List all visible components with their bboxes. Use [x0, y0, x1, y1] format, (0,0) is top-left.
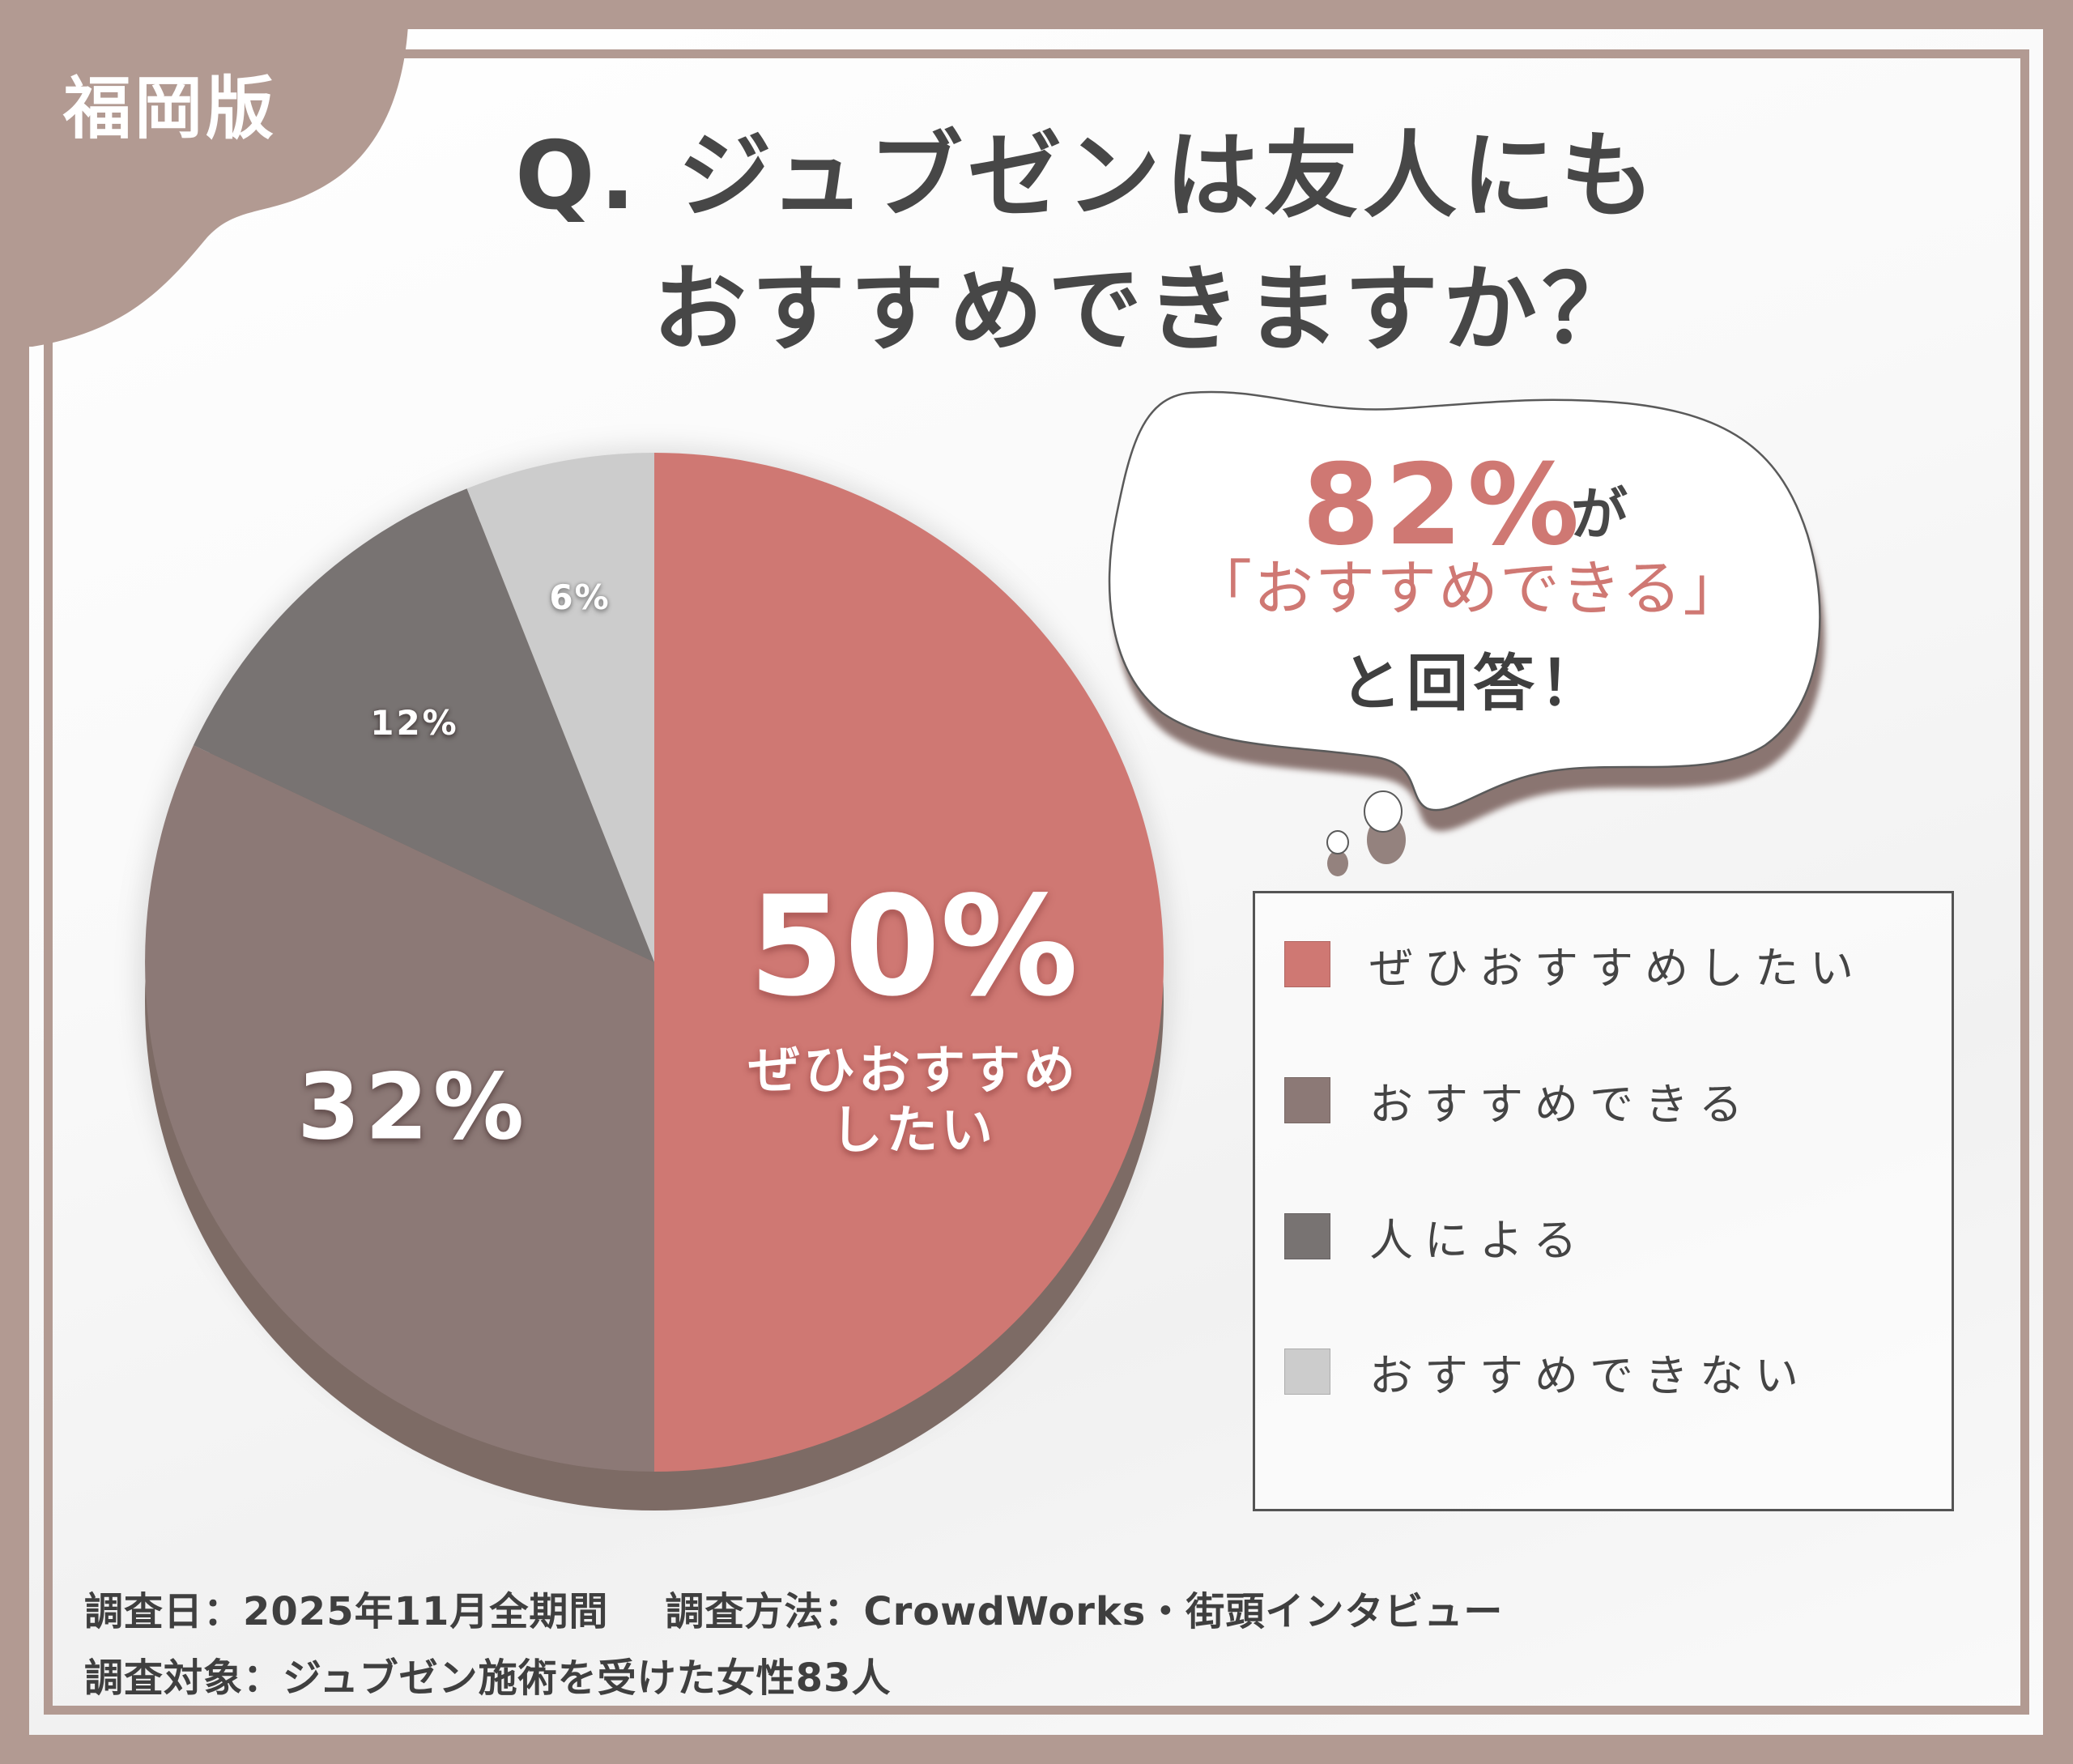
callout-percent: 82% [1302, 440, 1585, 570]
legend-item-depends: 人による [1284, 1212, 1588, 1266]
survey-date: 調査日：2025年11月全期間 [84, 1589, 609, 1634]
survey-target: 調査対象：ジュブゼン施術を受けた女性83人 [84, 1655, 892, 1701]
legend-swatch-salmon [1284, 940, 1330, 987]
callout-quote: 「おすすめできる」 [1192, 554, 1745, 624]
legend-swatch-mauve [1284, 1076, 1330, 1123]
slice-value-32: 32% [296, 1055, 530, 1161]
slice-name-line2: したい [831, 1101, 996, 1161]
slice-name-highly-recommend: ぜひおすすめ したい [748, 1042, 1079, 1161]
legend-item-not-recommend: おすすめできない [1284, 1347, 1810, 1401]
legend-swatch-gray [1284, 1212, 1330, 1259]
bubble-body [1108, 390, 1821, 812]
legend-label: おすすめできない [1369, 1349, 1810, 1401]
survey-method: 調査方法：CrowdWorks・街頭インタビュー [665, 1589, 1504, 1634]
region-badge: 福岡版 [63, 69, 278, 148]
inner-frame-border [44, 49, 2029, 1715]
legend-item-highly-recommend: ぜひおすすめしたい [1284, 940, 1865, 994]
slice-name-line1: ぜひおすすめ [748, 1041, 1079, 1101]
legend-swatch-light-gray [1284, 1348, 1330, 1395]
thought-dot-small [1326, 830, 1349, 854]
slice-recommend [145, 745, 655, 1472]
legend-label: ぜひおすすめしたい [1369, 942, 1865, 994]
callout-answer: と回答！ [1340, 647, 1606, 719]
chart-legend: ぜひおすすめしたい おすすめできる 人による おすすめできない [1253, 891, 1954, 1511]
question-title-line2: おすすめできますか？ [653, 255, 1641, 364]
legend-label: おすすめできる [1369, 1078, 1754, 1130]
slice-not-recommend [466, 453, 654, 962]
slice-value-12: 12% [370, 702, 459, 743]
question-title-line1: Q. ジュブゼンは友人にも [515, 121, 1659, 231]
slice-depends [193, 488, 654, 962]
thought-dot-large [1364, 790, 1403, 833]
slice-value-6: 6% [549, 577, 611, 617]
callout-particle: が [1571, 481, 1628, 548]
corner-decoration [0, 0, 409, 347]
legend-item-recommend: おすすめできる [1284, 1076, 1754, 1130]
legend-label: 人による [1369, 1214, 1589, 1266]
survey-info-line1: 調査日：2025年11月全期間 調査方法：CrowdWorks・街頭インタビュー [84, 1579, 1503, 1636]
slice-value-50: 50% [748, 867, 1079, 1028]
slice-highly-recommend [654, 453, 1164, 1472]
